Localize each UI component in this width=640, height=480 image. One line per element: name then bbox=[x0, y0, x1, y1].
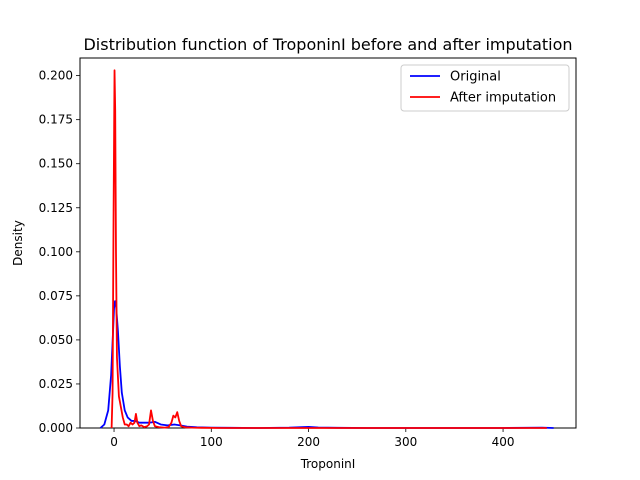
y-axis-ticks: 0.000 0.025 0.050 0.075 0.100 0.125 0.150 0.175… bbox=[39, 69, 80, 435]
y-tick-label: 0.000 bbox=[39, 421, 73, 435]
x-tick-label: 200 bbox=[297, 435, 320, 449]
x-tick-label: 300 bbox=[394, 435, 417, 449]
x-tick-label: 100 bbox=[200, 435, 223, 449]
y-tick-label: 0.150 bbox=[39, 157, 73, 171]
x-tick-label: 0 bbox=[110, 435, 118, 449]
x-tick-label: 400 bbox=[492, 435, 515, 449]
y-tick-label: 0.125 bbox=[39, 201, 73, 215]
y-tick-label: 0.075 bbox=[39, 289, 73, 303]
legend-label-original: Original bbox=[450, 70, 501, 85]
y-tick-label: 0.025 bbox=[39, 377, 73, 391]
plot-frame bbox=[79, 57, 577, 429]
series-layer bbox=[99, 69, 554, 429]
x-axis-ticks: 0 100 200 300 400 bbox=[110, 428, 515, 449]
series-line-original bbox=[99, 300, 554, 429]
chart-title: Distribution function of TroponinI befor… bbox=[83, 35, 572, 54]
y-tick-label: 0.175 bbox=[39, 113, 73, 127]
y-tick-label: 0.050 bbox=[39, 333, 73, 347]
y-tick-label: 0.100 bbox=[39, 245, 73, 259]
legend-label-after-imputation: After imputation bbox=[450, 91, 556, 106]
series-line-after-imputation bbox=[110, 69, 547, 429]
legend-box bbox=[400, 64, 570, 112]
y-tick-label: 0.200 bbox=[39, 69, 73, 83]
y-axis-label: Density bbox=[11, 220, 25, 266]
x-axis-label: TroponinI bbox=[300, 457, 356, 471]
legend: Original After imputation bbox=[400, 64, 570, 112]
